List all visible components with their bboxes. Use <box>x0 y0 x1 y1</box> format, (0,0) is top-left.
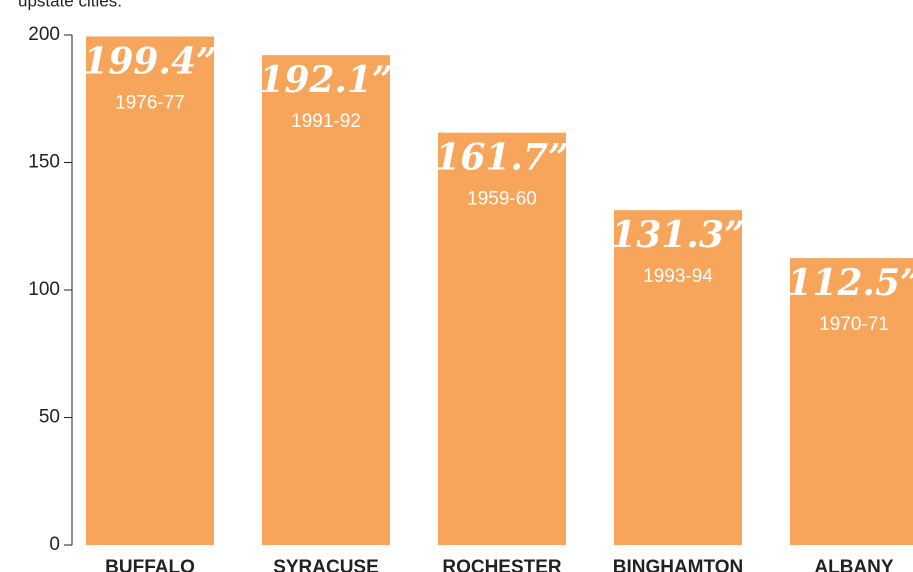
x-tick-label: BUFFALO <box>105 557 195 572</box>
bar <box>790 258 913 545</box>
chart-subtitle: upstate cities. <box>18 0 122 10</box>
value-label: 161.7” <box>435 137 568 179</box>
bar <box>614 210 742 545</box>
season-label: 1993-94 <box>643 266 713 287</box>
y-tick-label: 50 <box>39 407 60 428</box>
bar <box>438 132 566 546</box>
value-label: 199.4” <box>83 41 216 83</box>
value-label: 131.3” <box>611 214 744 256</box>
x-tick-label: SYRACUSE <box>273 557 379 572</box>
season-label: 1959-60 <box>467 189 537 210</box>
season-label: 1991-92 <box>291 111 361 132</box>
y-tick-label: 0 <box>49 534 60 555</box>
x-tick-label: ROCHESTER <box>442 557 562 572</box>
season-label: 1970-71 <box>819 314 889 335</box>
y-tick-label: 150 <box>28 152 60 173</box>
y-tick-label: 100 <box>28 279 60 300</box>
season-label: 1976-77 <box>115 93 185 114</box>
bar <box>262 55 390 546</box>
value-label: 112.5” <box>787 262 913 304</box>
bar <box>86 36 214 545</box>
x-tick-label: ALBANY <box>814 557 893 572</box>
x-tick-label: BINGHAMTON <box>613 557 744 572</box>
y-tick-label: 200 <box>28 24 60 45</box>
value-label: 192.1” <box>259 59 392 101</box>
